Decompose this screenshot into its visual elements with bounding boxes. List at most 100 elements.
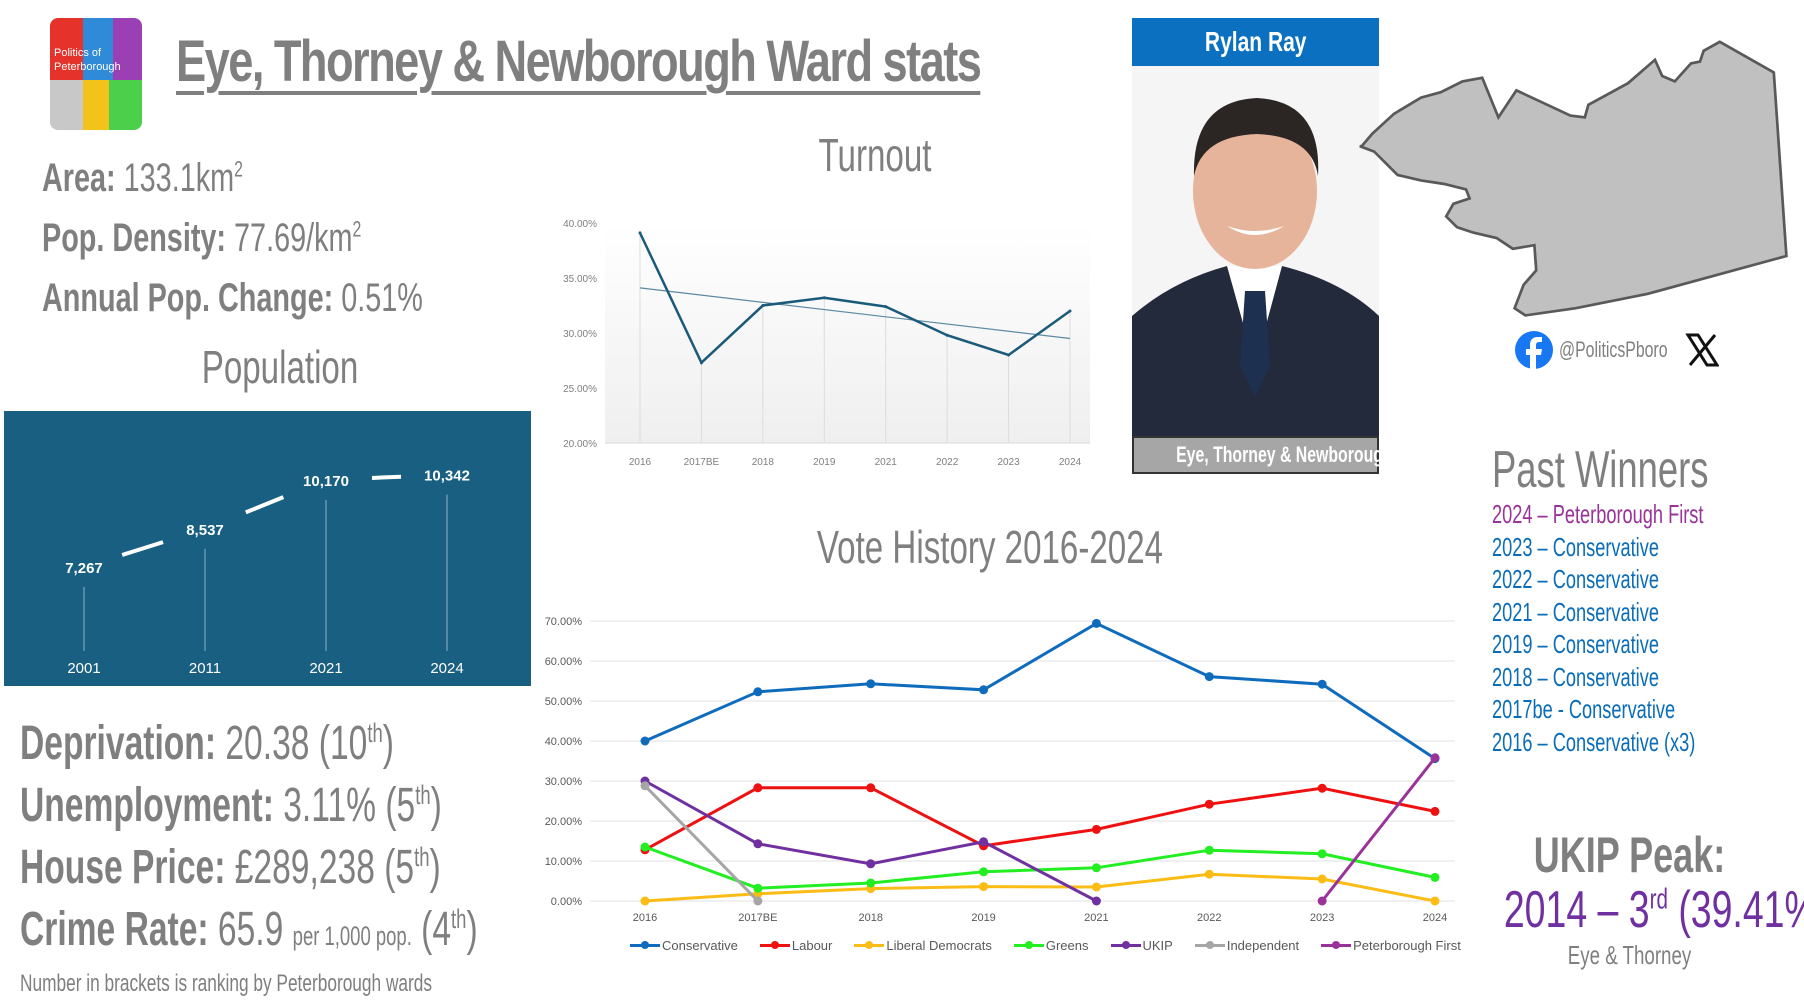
population-data-label: 8,537 bbox=[186, 522, 224, 539]
population-x-tick: 2011 bbox=[189, 660, 221, 677]
turnout-x-tick: 2016 bbox=[629, 457, 652, 468]
stat-rank-suffix: th bbox=[367, 718, 383, 748]
vote-point-conservative bbox=[753, 687, 763, 697]
vote-point-ukip bbox=[753, 839, 763, 849]
vote-y-tick: 20.00% bbox=[545, 816, 583, 828]
vote-point-liberal-democrats bbox=[1091, 882, 1101, 892]
population-x-tick: 2021 bbox=[309, 660, 342, 677]
ukip-peak-value: 2014 – 3rd (39.41%) bbox=[1503, 880, 1804, 940]
vote-x-tick: 2021 bbox=[1084, 912, 1108, 924]
vote-history-chart: 0.00% 10.00% 20.00% 30.00% 40.00% 50.00% 60.00… bbox=[545, 616, 1455, 924]
stat-close: ) bbox=[429, 841, 441, 894]
legend-item: Independent bbox=[1194, 938, 1299, 953]
councillor-name-banner: Rylan Ray bbox=[1132, 18, 1379, 66]
stat-label: House Price: bbox=[20, 841, 226, 894]
legend-label: Greens bbox=[1045, 938, 1089, 953]
population-heading: Population bbox=[201, 341, 359, 393]
population-line-segment bbox=[245, 495, 285, 515]
stat-deprivation: Deprivation: 20.38 (10th) bbox=[20, 716, 394, 771]
legend-swatch bbox=[1194, 941, 1225, 949]
legend-item: Greens bbox=[1013, 938, 1089, 953]
turnout-point bbox=[1068, 309, 1072, 313]
vote-line-independent bbox=[643, 784, 759, 903]
legend-item: UKIP bbox=[1110, 938, 1173, 953]
stat-pop-density: Pop. Density: 77.69/km2 bbox=[42, 216, 361, 261]
past-winner-row: 2016 – Conservative (x3) bbox=[1492, 726, 1696, 757]
legend-label: Liberal Democrats bbox=[886, 938, 992, 953]
vote-point-greens bbox=[1430, 872, 1440, 882]
ukip-peak-year-rank: 2014 – 3 bbox=[1503, 881, 1650, 939]
vote-y-tick: 40.00% bbox=[545, 736, 583, 748]
turnout-plot-area bbox=[605, 223, 1090, 443]
turnout-point bbox=[884, 305, 888, 309]
legend-label: Peterborough First bbox=[1353, 938, 1461, 953]
turnout-y-tick: 40.00% bbox=[563, 219, 597, 230]
turnout-line bbox=[638, 232, 1071, 365]
vote-point-greens bbox=[866, 878, 876, 888]
turnout-x-tick: 2018 bbox=[752, 457, 775, 468]
stat-value: 133.1km bbox=[123, 156, 235, 200]
councillor-photo bbox=[1132, 66, 1379, 436]
stat-unemployment: Unemployment: 3.11% (5th) bbox=[20, 778, 442, 833]
stat-label: Deprivation: bbox=[20, 717, 217, 770]
legend-swatch bbox=[759, 941, 790, 949]
vote-point-labour bbox=[1204, 799, 1214, 809]
population-data-label: 10,342 bbox=[424, 468, 470, 485]
stat-rank-suffix: th bbox=[414, 842, 430, 872]
vote-point-labour bbox=[866, 783, 876, 793]
stat-close: ) bbox=[382, 717, 394, 770]
stat-value: 3.11% (5 bbox=[283, 779, 416, 832]
turnout-x-tick: 2017BE bbox=[684, 457, 720, 468]
councillor-name: Rylan Ray bbox=[1204, 26, 1307, 57]
ward-boundary bbox=[1359, 40, 1788, 317]
turnout-point bbox=[945, 333, 949, 337]
legend-swatch bbox=[1321, 941, 1352, 949]
ukip-peak: UKIP Peak: 2014 – 3rd (39.41%) Eye & Tho… bbox=[1455, 826, 1804, 971]
facebook-icon[interactable] bbox=[1515, 331, 1553, 369]
vote-x-tick: 2017BE bbox=[738, 912, 777, 924]
vote-point-liberal-democrats bbox=[979, 882, 989, 892]
past-winners-heading: Past Winners bbox=[1492, 441, 1709, 499]
population-chart-panel: 7,267 2001 8,537 2011 10,170 2021 10,342 2024 bbox=[4, 411, 531, 686]
turnout-x-tick: 2022 bbox=[936, 457, 959, 468]
vote-point-greens bbox=[979, 867, 989, 877]
turnout-trendline bbox=[639, 287, 1071, 340]
vote-y-tick: 10.00% bbox=[545, 856, 583, 868]
past-winner-row: 2023 – Conservative bbox=[1492, 531, 1659, 562]
stat-value: 0.51% bbox=[341, 276, 423, 320]
legend-label: Conservative bbox=[662, 938, 738, 953]
vote-point-conservative bbox=[1091, 618, 1101, 628]
turnout-heading: Turnout bbox=[818, 129, 932, 181]
stat-sup: 2 bbox=[352, 216, 362, 242]
social-handle[interactable]: @PoliticsPboro bbox=[1559, 337, 1668, 362]
vote-point-independent bbox=[753, 896, 763, 906]
vote-history-heading: Vote History 2016-2024 bbox=[816, 521, 1164, 573]
vote-x-tick: 2018 bbox=[858, 912, 882, 924]
past-winner-row: 2019 – Conservative bbox=[1492, 629, 1659, 659]
vote-line-labour bbox=[644, 786, 1436, 852]
stat-label: Crime Rate: bbox=[20, 903, 209, 956]
stat-area: Area: 133.1km2 bbox=[42, 156, 243, 201]
turnout-y-tick: 20.00% bbox=[563, 439, 597, 450]
vote-line-greens bbox=[644, 845, 1436, 890]
turnout-point bbox=[1007, 353, 1011, 357]
vote-point-greens bbox=[1204, 845, 1214, 855]
turnout-chart: 20.00% 25.00% 30.00% 35.00% 40.00% 2016 2017BE… bbox=[563, 219, 1090, 468]
vote-x-tick: 2023 bbox=[1310, 912, 1334, 924]
vote-y-tick: 0.00% bbox=[551, 896, 582, 908]
vote-point-ukip bbox=[866, 859, 876, 869]
politics-of-peterborough-logo: Politics of Peterborough bbox=[50, 18, 142, 130]
vote-point-conservative bbox=[979, 685, 989, 695]
stat-label: Area: bbox=[42, 156, 116, 200]
vote-history-legend: Conservative Labour Liberal Democrats Green… bbox=[630, 938, 1461, 953]
past-winner-row: 2018 – Conservative bbox=[1492, 661, 1659, 692]
legend-label: Labour bbox=[791, 938, 833, 953]
vote-point-liberal-democrats bbox=[1204, 869, 1214, 879]
stat-value: 65.9 bbox=[217, 903, 284, 956]
vote-point-labour bbox=[1317, 783, 1327, 793]
ukip-peak-heading: UKIP Peak: bbox=[1533, 827, 1726, 883]
vote-line-liberal-democrats bbox=[644, 872, 1436, 903]
vote-y-tick: 60.00% bbox=[545, 656, 583, 668]
x-icon[interactable] bbox=[1685, 333, 1719, 367]
vote-point-conservative bbox=[640, 736, 650, 746]
